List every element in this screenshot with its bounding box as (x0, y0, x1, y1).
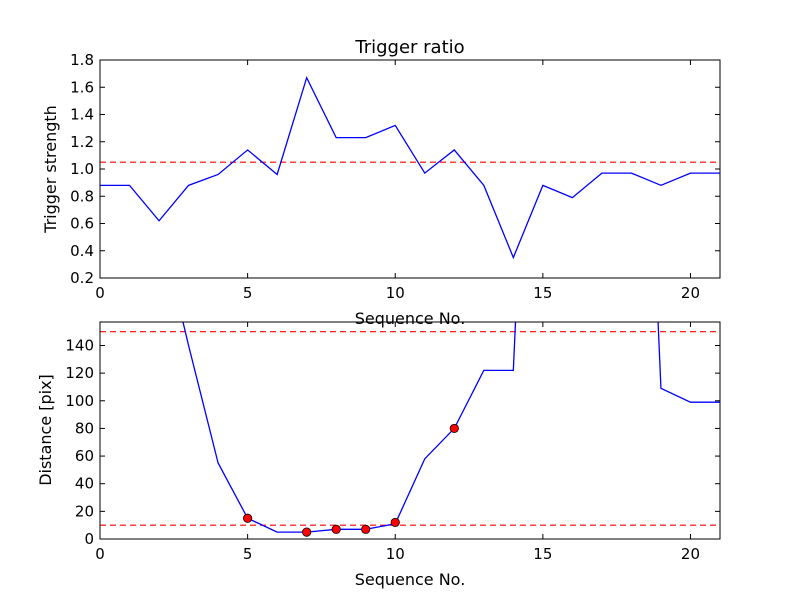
bottom-y-tick-label: 80 (75, 419, 94, 437)
top-y-tick-label: 1.8 (70, 51, 94, 69)
bottom-series-line-0 (182, 322, 720, 533)
top-x-axis-label: Sequence No. (355, 309, 466, 328)
top-y-tick-label: 0.6 (70, 215, 94, 233)
bottom-marker-point (331, 524, 341, 534)
bottom-axes-frame (99, 321, 721, 540)
top-y-tick-label: 1.6 (70, 78, 94, 96)
top-x-tick-label: 0 (95, 284, 105, 302)
top-y-tick-label: 0.8 (70, 187, 94, 205)
bottom-y-tick-label: 0 (84, 530, 94, 548)
bottom-x-axis-label: Sequence No. (355, 570, 466, 589)
bottom-axes: 0 5 10 15 20 0 20 40 60 80 100 120 140 (65, 321, 721, 563)
top-x-tick-label: 5 (243, 284, 253, 302)
top-x-tick-label: 20 (681, 284, 700, 302)
bottom-x-tick-label: 5 (243, 545, 253, 563)
bottom-x-tick-label: 15 (533, 545, 552, 563)
top-x-tick-label: 10 (386, 284, 405, 302)
bottom-marker-point (361, 524, 371, 534)
top-chart-title: Trigger ratio (354, 37, 464, 58)
bottom-marker-point (302, 527, 312, 537)
bottom-y-tick-label: 140 (65, 336, 94, 354)
bottom-x-tick-label: 10 (386, 545, 405, 563)
bottom-y-axis-label: Distance [pix] (36, 374, 55, 486)
top-y-tick-label: 0.4 (70, 242, 94, 260)
top-y-tick-label: 0.2 (70, 269, 94, 287)
bottom-x-tick-label: 0 (95, 545, 105, 563)
bottom-y-tick-label: 60 (75, 447, 94, 465)
top-x-tick-label: 15 (533, 284, 552, 302)
bottom-marker-point (390, 517, 400, 528)
bottom-y-tick-label: 40 (75, 475, 94, 493)
bottom-y-tick-label: 20 (75, 502, 94, 520)
bottom-y-tick-label: 120 (65, 364, 94, 382)
bottom-plot-area (100, 322, 720, 537)
bottom-marker-point (243, 513, 253, 523)
top-series-line-0 (100, 75, 720, 260)
top-y-axis-label: Trigger strength (41, 105, 60, 234)
bottom-x-tick-label: 20 (681, 545, 700, 563)
top-chart: Trigger ratio 0 5 10 15 20 0.2 0.4 0.6 0.8 1.0 1.2… (41, 37, 721, 328)
top-y-tick-label: 1.2 (70, 133, 94, 151)
top-plot-area (100, 75, 720, 260)
top-y-tick-label: 1.4 (70, 106, 94, 124)
top-y-tick-label: 1.0 (70, 160, 94, 178)
bottom-y-tick-label: 100 (65, 392, 94, 410)
bottom-marker-point (449, 423, 459, 434)
top-axes: 0 5 10 15 20 0.2 0.4 0.6 0.8 1.0 1.2 1.4 1.6 1.8 (70, 51, 721, 302)
